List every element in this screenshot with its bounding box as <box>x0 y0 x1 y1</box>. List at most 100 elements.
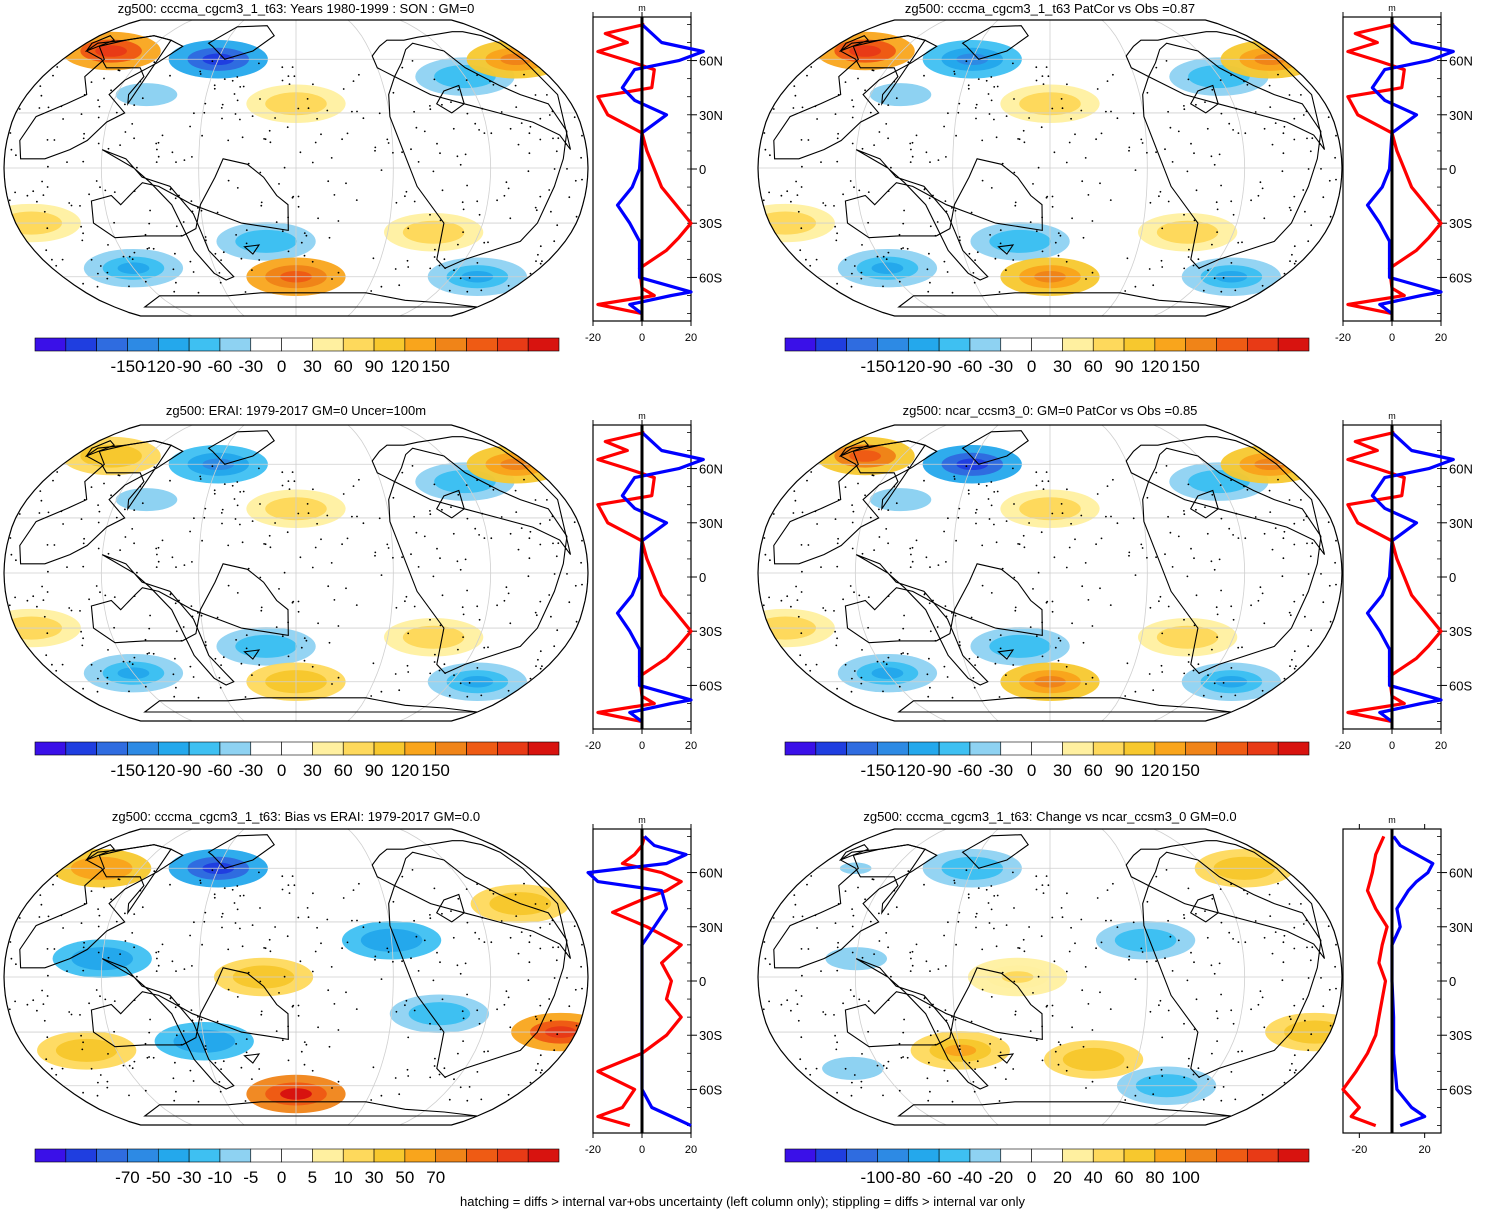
panel-r2c0-stipple-dot <box>42 1003 45 1005</box>
panel-r0c1-stipple-dot <box>1293 117 1296 120</box>
panel-r2c0-stipple-dot <box>356 919 358 922</box>
panel-r0c0-stipple-dot <box>148 222 151 225</box>
panel-r2c0-stipple-dot <box>514 893 517 896</box>
panel-r0c0-stipple-dot <box>128 255 131 258</box>
panel-r0c1-stipple-dot <box>1013 98 1015 100</box>
panel-r2c0-stipple-dot <box>574 988 577 991</box>
panel-r0c1-stipple-dot <box>923 74 925 77</box>
panel-r2c1-stipple-dot <box>900 1056 903 1059</box>
panel-r2c0-stipple-dot <box>99 1074 102 1076</box>
panel-r2c0-stipple-dot <box>303 1063 306 1066</box>
panel-r2c0-stipple-dot <box>80 1034 82 1037</box>
panel-r1c0-stipple-dot <box>535 665 537 667</box>
panel-r1c0-stipple-dot <box>459 682 462 685</box>
panel-r2c1-stipple-dot <box>822 1011 825 1013</box>
panel-r0c0-stipple-dot <box>149 209 152 212</box>
panel-r0c0-stipple-dot <box>221 117 223 120</box>
panel-r0c0-stipple-dot <box>81 239 84 242</box>
panel-r0c0-stipple-dot <box>258 62 260 65</box>
panel-r1c0-stipple-dot <box>535 614 538 617</box>
panel-r1c0-profile-ylabel-1: 30N <box>699 516 723 531</box>
panel-r0c1-stipple-dot <box>806 74 808 77</box>
panel-r2c1-stipple-dot <box>981 948 984 951</box>
panel-r1c1-stipple-dot <box>974 664 976 666</box>
panel-r0c1-stipple-dot <box>800 227 803 230</box>
panel-r0c0-stipple-dot <box>79 205 81 207</box>
panel-r2c1-stipple-dot <box>852 914 855 917</box>
panel-r0c1-stipple-dot <box>1289 209 1292 212</box>
panel-r0c1-stipple-dot <box>1134 285 1137 288</box>
panel-r1c0-stipple-dot <box>106 676 109 679</box>
panel-r0c1-stipple-dot <box>1293 195 1296 198</box>
panel-r2c0-colorbar-swatch-13 <box>435 1148 467 1163</box>
panel-r2c1-stipple-dot <box>1061 916 1064 919</box>
panel-r0c0-stipple-dot <box>529 125 532 128</box>
panel-r2c0-stipple-dot <box>192 1080 195 1082</box>
panel-r0c0-stipple-dot <box>429 213 431 216</box>
panel-r0c1-stipple-dot <box>937 159 940 162</box>
panel-r1c1-stipple-dot <box>790 605 792 608</box>
panel-r1c1-stipple-dot <box>853 591 855 594</box>
panel-r0c1-stipple-dot <box>895 97 898 100</box>
panel-r2c0-stipple-dot <box>462 1017 465 1020</box>
panel-r0c0-stipple-dot <box>218 272 221 274</box>
panel-r1c0-stipple-dot <box>520 527 523 529</box>
panel-r1c1-stipple-dot <box>1335 539 1337 542</box>
panel-r1c1-stipple-dot <box>1141 547 1144 549</box>
panel-r0c0-stipple-dot <box>380 169 383 172</box>
panel-r1c1-stipple-dot <box>1017 543 1019 545</box>
panel-r0c0-stipple-dot <box>404 195 406 198</box>
panel-r0c0-stipple-dot <box>429 105 431 107</box>
panel-r0c0-stipple-dot <box>15 154 17 157</box>
panel-r0c0-stipple-dot <box>548 114 551 116</box>
panel-r2c0-colorbar-swatch-12 <box>404 1148 437 1163</box>
panel-r1c0-stipple-dot <box>457 648 459 651</box>
panel-r0c1-colorbar-swatch-11 <box>1123 337 1156 352</box>
panel-r2c0-stipple-dot <box>45 1058 48 1061</box>
panel-r1c1-stipple-dot <box>954 614 957 617</box>
panel-r2c1-coast-9 <box>839 844 926 915</box>
panel-r2c1-stipple-dot <box>911 964 914 967</box>
panel-r2c1-stipple-dot <box>957 920 960 923</box>
panel-r0c1-stipple-dot <box>1309 150 1312 153</box>
panel-r0c0-stipple-dot <box>539 138 542 141</box>
panel-r1c0-colorbar-label-7: 60 <box>334 761 353 780</box>
panel-r1c0-stipple-dot <box>97 677 99 680</box>
panel-r1c1-stipple-dot <box>1084 562 1087 564</box>
panel-r1c1-coastlines <box>773 430 1326 713</box>
panel-r2c0-stipple-dot <box>171 960 174 963</box>
panel-r2c0-stipple-dot <box>293 884 296 887</box>
panel-r0c1-stipple-dot <box>974 107 977 109</box>
panel-r2c1-profile-obs-line <box>1390 835 1435 1128</box>
panel-r2c0-stipple-dot <box>241 945 244 948</box>
panel-r0c1-stipple-dot <box>1065 260 1068 263</box>
panel-r1c1-stipple-dot <box>799 654 802 657</box>
panel-r1c0-stipple-dot <box>496 604 498 607</box>
panel-r1c0-stipple-dot <box>287 480 290 482</box>
panel-r2c0-colorbar-label-0: -70 <box>115 1168 140 1187</box>
panel-r1c0-stipple-dot <box>438 669 441 672</box>
panel-r0c0-stipple-dot <box>182 221 185 223</box>
panel-r0c1-stipple-dot <box>809 264 812 267</box>
panel-r2c1-stipple-dot <box>1186 979 1189 982</box>
panel-r0c1-stipple-dot <box>898 233 901 236</box>
panel-r0c0-stipple-dot <box>555 150 558 153</box>
panel-r2c0-stipple-dot <box>441 912 443 915</box>
panel-r0c0-stipple-dot <box>197 291 200 294</box>
panel-r0c0-colorbar-label-7: 60 <box>334 357 353 376</box>
panel-r2c0-stipple-dot <box>227 948 230 951</box>
panel-r2c1-stipple-dot <box>1066 892 1068 895</box>
panel-r1c0-stipple-dot <box>466 589 468 592</box>
panel-r1c0-stipple-dot <box>104 594 107 597</box>
panel-r2c0-stipple-dot <box>480 1098 483 1101</box>
panel-r0c1-stipple-dot <box>936 221 939 223</box>
panel-r1c1-stipple-dot <box>873 549 875 551</box>
panel-r2c0-stipple-dot <box>251 1078 253 1080</box>
panel-r2c1-stipple-dot <box>887 1060 890 1063</box>
panel-r2c1-stipple-dot <box>792 916 795 918</box>
panel-r2c0-stipple-dot <box>152 1056 155 1059</box>
panel-r0c1-stipple-dot <box>1220 184 1222 187</box>
panel-r1c1-stipple-dot <box>1302 519 1305 521</box>
panel-r0c0-stipple-dot <box>175 281 177 284</box>
